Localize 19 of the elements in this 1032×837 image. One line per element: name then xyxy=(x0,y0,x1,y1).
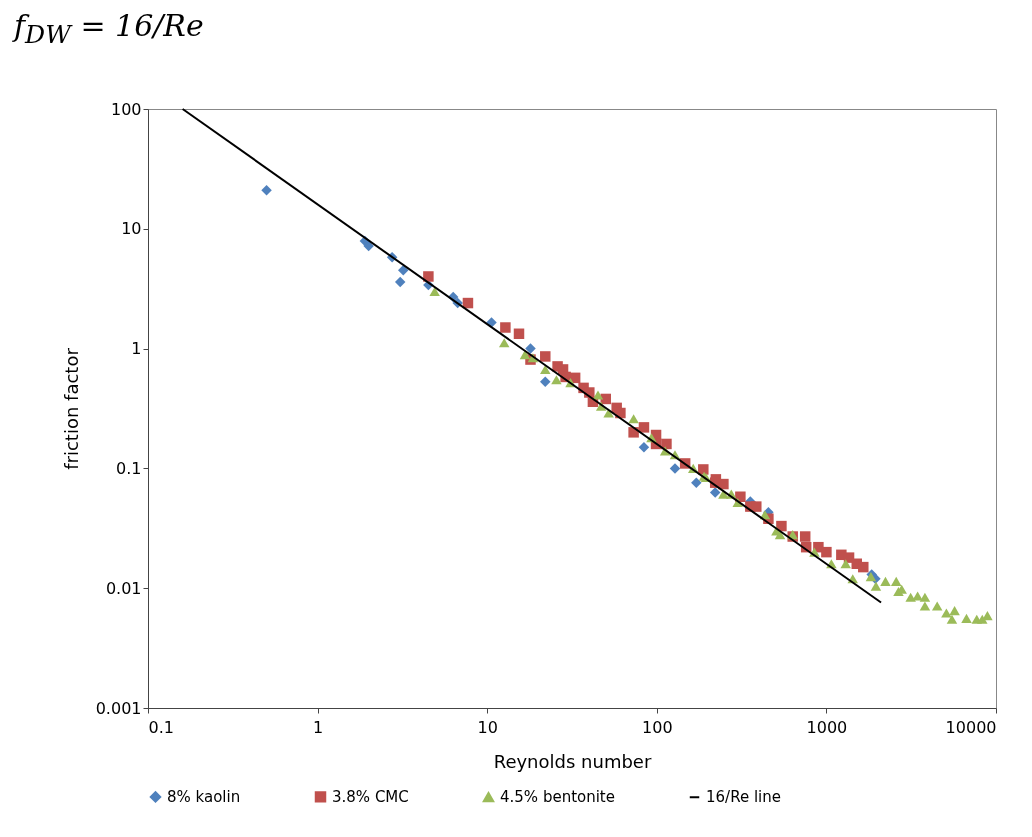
y-tick-label: 0.001 xyxy=(95,698,142,718)
x-tick-label: 0.1 xyxy=(148,717,174,737)
y-axis-title: friction factor xyxy=(60,347,82,470)
legend-label: 3.8% CMC xyxy=(332,787,409,806)
y-tick-label: 100 xyxy=(110,99,142,119)
x-tick-label: 100 xyxy=(642,717,673,737)
x-tick-label: 1 xyxy=(313,717,324,737)
y-tick-label: 0.1 xyxy=(116,458,142,478)
y-tick-label: 0.01 xyxy=(105,578,142,598)
y-tick-label: 10 xyxy=(121,219,142,239)
x-tick-label: 1000 xyxy=(806,717,848,737)
y-tick-label: 1 xyxy=(131,339,142,359)
x-tick-label: 10 xyxy=(477,717,498,737)
legend-label: 16/Re line xyxy=(706,788,781,807)
x-tick-label: 10000 xyxy=(945,717,997,737)
x-axis-title: Reynolds number xyxy=(493,750,652,772)
legend-label: 8% kaolin xyxy=(167,787,241,806)
legend-label: 4.5% bentonite xyxy=(500,788,615,807)
chart-title: f$_{DW}$ = 16/Re xyxy=(14,8,204,49)
